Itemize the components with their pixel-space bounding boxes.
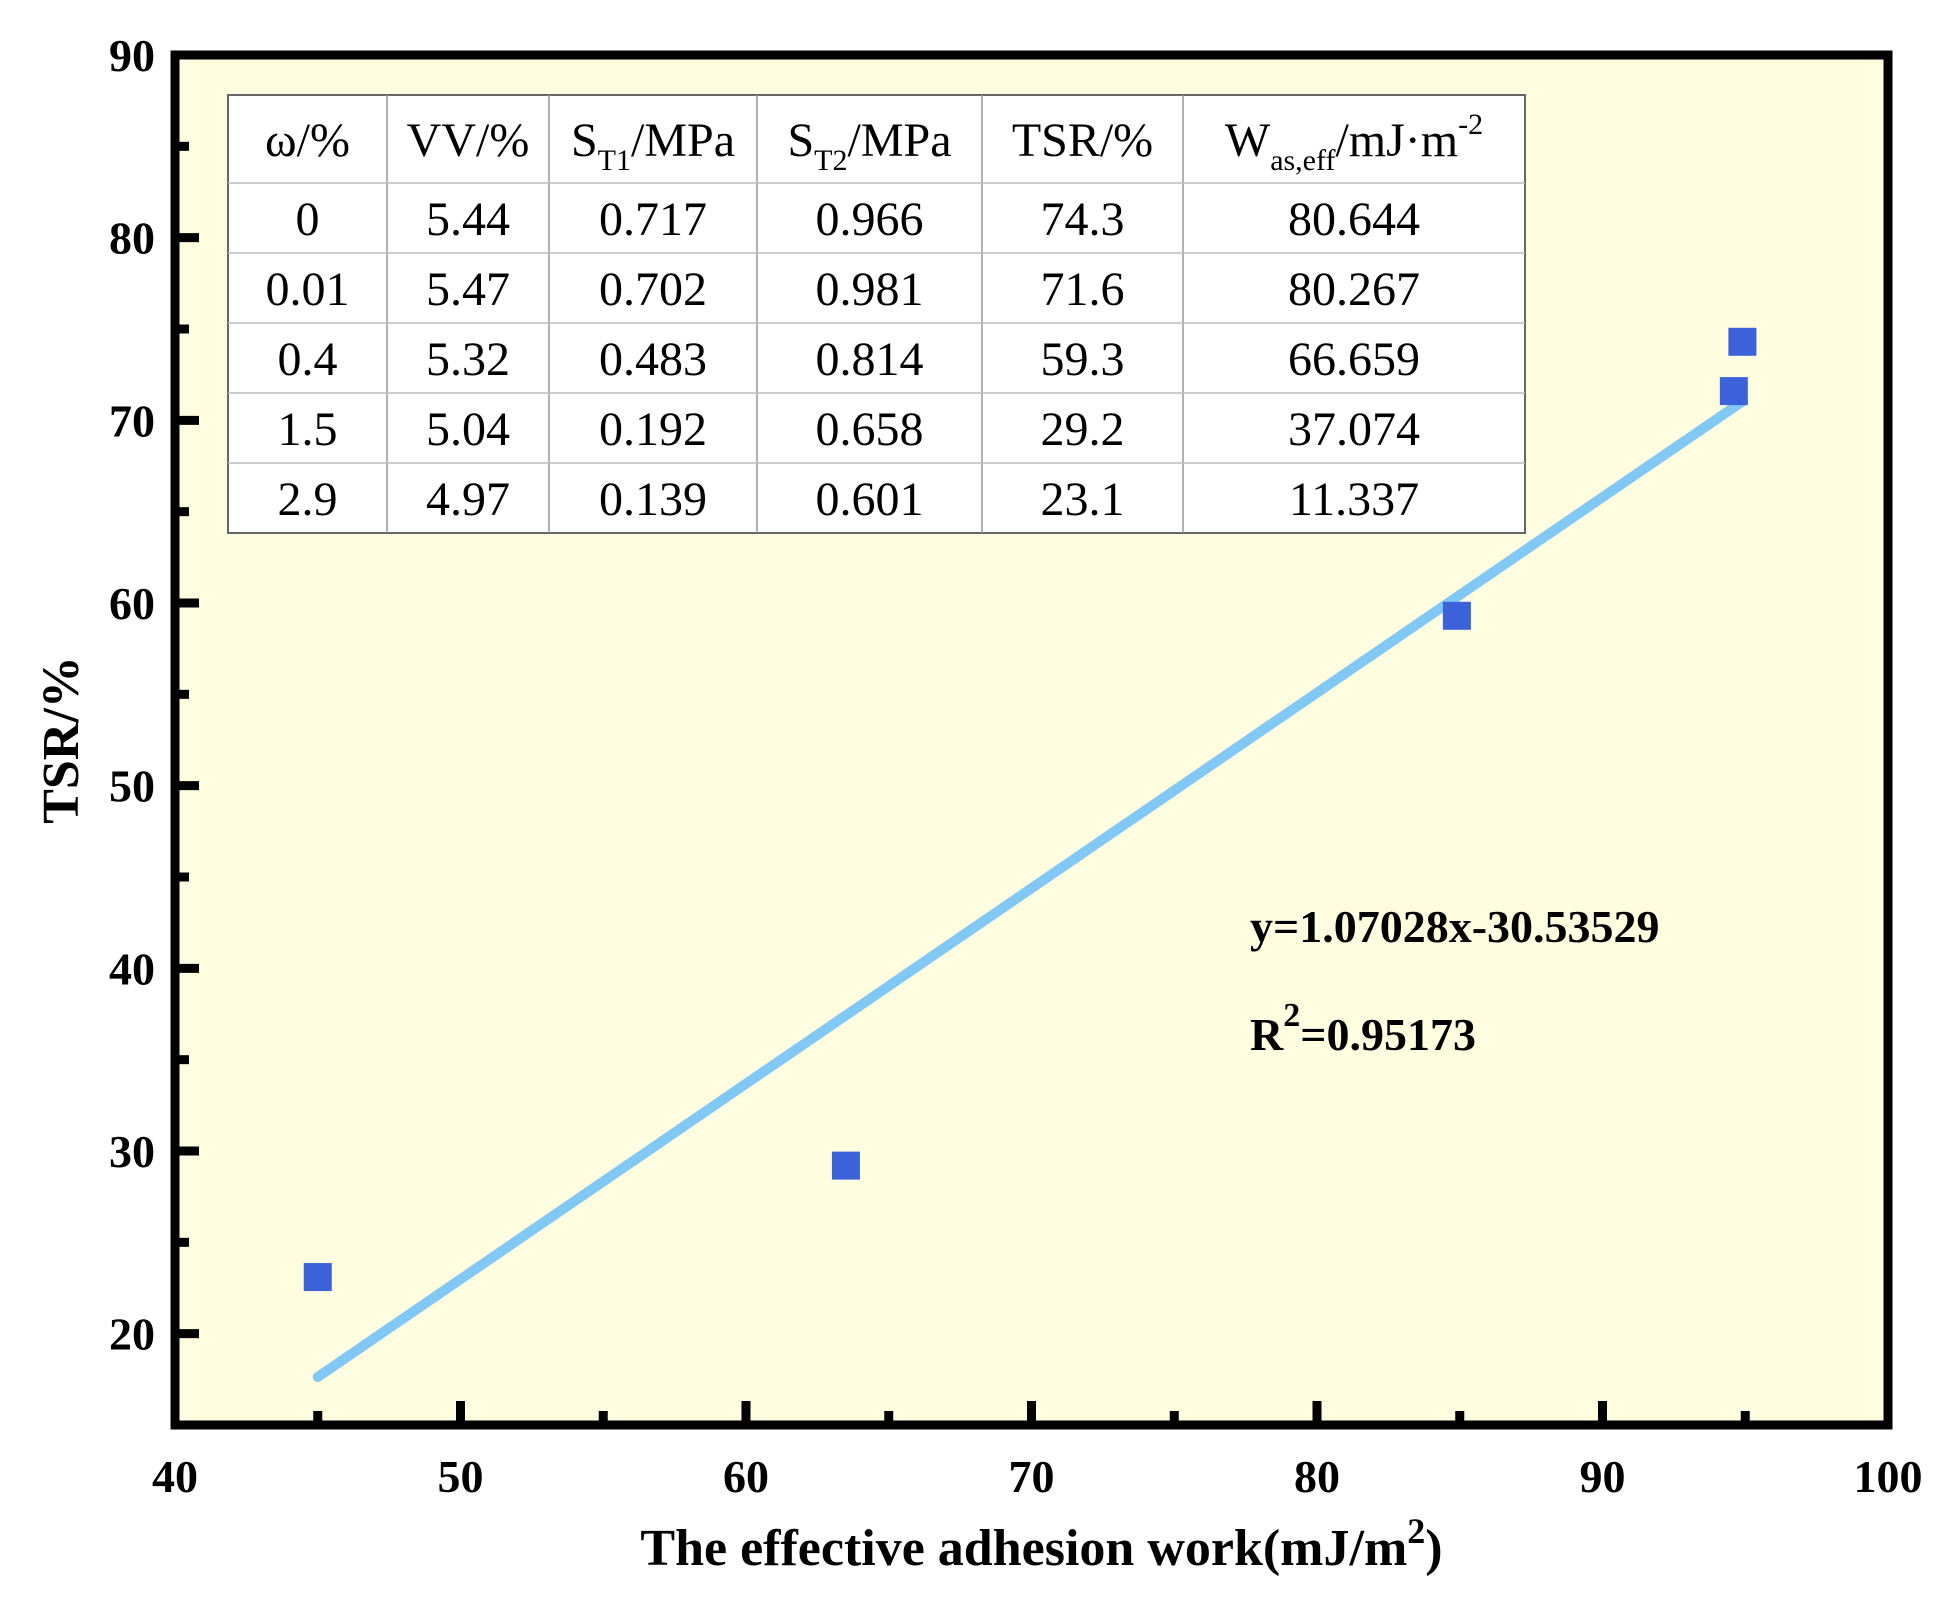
data-table: ω/% VV/% ST1/MPa ST2/MPa TSR/% Was,eff/mJ·m-2… [227,94,1526,534]
table-cell: 0.483 [599,333,707,386]
x-tick-label: 60 [723,1451,769,1502]
table-cell: 0 [296,193,320,246]
x-tick-label: 90 [1580,1451,1626,1502]
table-cell: 0.601 [816,473,924,526]
table-cell: 4.97 [426,473,510,526]
table-cell: 5.44 [426,193,510,246]
table-cell: 0.981 [816,263,924,316]
table-cell: 5.47 [426,263,510,316]
y-tick-label: 40 [109,943,155,994]
x-tick-label: 80 [1294,1451,1340,1502]
data-point [303,1263,332,1292]
y-tick-label: 30 [109,1126,155,1177]
table-cell: 0.702 [599,263,707,316]
table-cell: 5.32 [426,333,510,386]
table-cell: 11.337 [1289,473,1419,526]
table-cell: 0.4 [278,333,338,386]
table-cell: 0.814 [816,333,924,386]
table-cell: 5.04 [426,403,510,456]
table-cell: 37.074 [1288,403,1420,456]
x-tick-label: 50 [438,1451,484,1502]
axis-ticks [170,50,1893,1425]
y-tick-label: 80 [109,213,155,264]
fit-equation: y=1.07028x-30.53529 [1250,901,1660,952]
table-cell: 71.6 [1041,263,1125,316]
table-cell: 74.3 [1041,193,1125,246]
table-cell: 0.658 [816,403,924,456]
table-cell: 0.139 [599,473,707,526]
table-background [227,94,1526,534]
table-cell: 29.2 [1041,403,1125,456]
y-tick-label: 50 [109,761,155,812]
table-cell: 66.659 [1288,333,1420,386]
table-header-cell: VV/% [407,114,530,167]
y-tick-label: 70 [109,395,155,446]
data-point [1719,377,1748,406]
table-header-cell: TSR/% [1012,114,1153,167]
table-header-cell: ST1/MPa [571,114,735,177]
y-axis-title: TSR/% [33,656,90,824]
table-cell: 0.966 [816,193,924,246]
data-point [1728,327,1757,356]
table-cell: 1.5 [278,403,338,456]
table-cell: 2.9 [278,473,338,526]
table-header-cell: ST2/MPa [787,114,951,177]
r-squared: R2=0.95173 [1250,997,1476,1060]
table-cell: 80.267 [1288,263,1420,316]
x-tick-label: 70 [1009,1451,1055,1502]
data-point [1442,601,1471,630]
table-cell: 0.192 [599,403,707,456]
table-cell: 23.1 [1041,473,1125,526]
table-cell: 0.717 [599,193,707,246]
y-tick-label: 20 [109,1309,155,1360]
x-tick-label: 100 [1854,1451,1923,1502]
fit-annotation: y=1.07028x-30.53529 R2=0.95173 [1250,901,1660,1060]
y-tick-label: 90 [109,30,155,81]
fit-line [312,396,1748,1383]
table-cell: 59.3 [1041,333,1125,386]
x-axis-title: The effective adhesion work(mJ/m2) [640,1511,1442,1577]
x-tick-label: 40 [152,1451,198,1502]
table-cell: 80.644 [1288,193,1420,246]
table-cell: 0.01 [266,263,350,316]
y-tick-label: 60 [109,578,155,629]
table-header-cell: Was,eff/mJ·m-2 [1225,108,1483,177]
data-point [831,1151,860,1180]
table-header-cell: ω/% [265,114,350,167]
